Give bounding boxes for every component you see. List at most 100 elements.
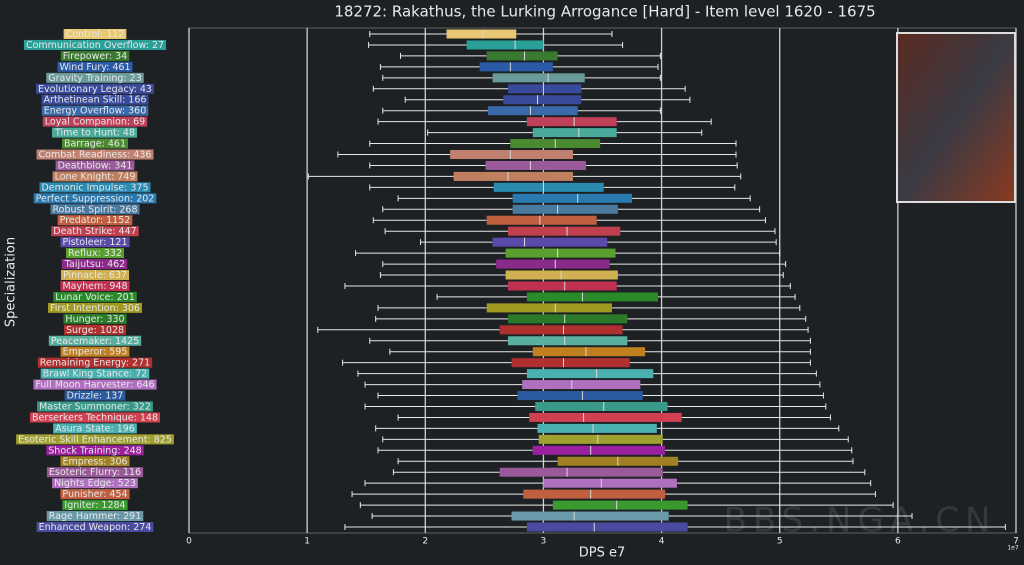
category-label-bg (61, 259, 128, 270)
box (537, 423, 657, 433)
category-label-bg (52, 171, 138, 182)
category-label-bg (60, 50, 130, 61)
category-label-bg (60, 270, 130, 281)
box (499, 467, 663, 477)
category-label: Punisher: 454 (62, 489, 127, 500)
category-label: Time to Hunt: 48 (54, 128, 135, 139)
category-label-bg (16, 434, 174, 445)
box (492, 73, 585, 83)
box (535, 401, 668, 411)
category-label-bg (36, 522, 154, 532)
category-label: Evolutionary Legacy: 43 (38, 84, 152, 95)
box (538, 434, 663, 444)
category-label: Perfect Suppression: 202 (36, 193, 155, 204)
chart-title: 18272: Rakathus, the Lurking Arrogance [… (334, 3, 875, 21)
category-label: Full Moon Harvester: 646 (35, 380, 154, 391)
category-label-bg (40, 368, 150, 379)
category-label-bg (64, 390, 126, 401)
box (511, 511, 669, 521)
x-tick-label: 7 (1013, 537, 1019, 547)
category-label-bg (52, 478, 138, 489)
category-label-bg (46, 511, 144, 522)
y-axis-label: Specialization (4, 237, 19, 327)
category-label: Surge: 1028 (66, 325, 124, 336)
category-label: Firepower: 34 (63, 51, 127, 62)
box (499, 325, 623, 335)
category-label-bg (63, 313, 127, 324)
category-label-bg (46, 467, 144, 478)
category-label: Loyal Companion: 69 (45, 117, 145, 128)
category-label-bg (46, 72, 144, 83)
category-label: Robust Spirit: 268 (52, 204, 137, 215)
category-label-bg (37, 357, 153, 368)
category-label-bg (51, 226, 139, 237)
box (526, 117, 617, 127)
x-tick-label: 6 (895, 537, 901, 547)
category-label-bg (29, 412, 161, 423)
category-label: Control: 112 (66, 29, 125, 40)
category-label: First Intention: 306 (50, 303, 140, 314)
category-label-bg (66, 248, 124, 259)
x-offset-label: 1e7 (1007, 545, 1019, 552)
category-label: Peacemaker: 1425 (51, 336, 139, 347)
box (492, 237, 608, 247)
category-label-bg (57, 61, 133, 72)
box (505, 248, 616, 258)
box (526, 369, 654, 379)
box (526, 522, 688, 532)
category-label-bg (39, 182, 151, 193)
box (529, 412, 682, 422)
category-label-bg (23, 39, 167, 50)
box (512, 193, 633, 203)
category-label-bg (48, 302, 142, 313)
box (485, 160, 586, 170)
category-label: Hunger: 330 (65, 314, 124, 325)
box (512, 204, 618, 214)
box (505, 270, 618, 280)
category-label-bg (41, 94, 149, 105)
category-label: Wind Fury: 461 (59, 62, 130, 73)
category-label-bg (60, 456, 130, 467)
box (496, 259, 610, 269)
box (532, 128, 617, 138)
boss-image (896, 32, 1016, 203)
x-tick-label: 3 (541, 537, 547, 547)
box (486, 303, 612, 313)
category-label: Empress: 306 (62, 456, 127, 467)
box (503, 95, 582, 105)
category-label: Enhanced Weapon: 274 (39, 522, 152, 533)
category-label-bg (63, 324, 127, 335)
category-label-bg (60, 346, 130, 357)
category-label-bg (60, 489, 130, 500)
box (486, 215, 597, 225)
category-label: Combat Readiness: 436 (39, 150, 152, 161)
category-label: Energy Overflow: 360 (44, 106, 147, 117)
category-label: Brawl King Stance: 72 (43, 369, 148, 380)
category-label: Demonic Impulse: 375 (41, 182, 148, 193)
category-label: Shock Training: 248 (48, 445, 141, 456)
box (543, 478, 677, 488)
box (466, 40, 544, 50)
x-tick-label: 5 (777, 537, 783, 547)
box (487, 106, 578, 116)
category-label: Barrage: 461 (64, 139, 126, 150)
category-label: Master Summoner: 322 (39, 401, 151, 412)
category-label-bg (50, 204, 140, 215)
category-label: Reflux: 332 (68, 248, 122, 259)
category-label: Asura State: 196 (55, 423, 135, 434)
category-label: Remaining Energy: 271 (40, 358, 150, 369)
category-label-bg (51, 127, 138, 138)
category-label: Taijutsu: 462 (64, 259, 125, 270)
box (486, 51, 558, 61)
box (522, 380, 641, 390)
box (552, 500, 688, 510)
watermark: BBS.NGA.CN (724, 501, 997, 541)
x-tick-label: 1 (304, 537, 310, 547)
category-label-bg (33, 379, 157, 390)
box (532, 445, 666, 455)
category-label-bg (60, 237, 130, 248)
category-label-bg (36, 83, 154, 94)
category-label: Pinnacle: 637 (63, 270, 127, 281)
category-label: Emperor: 595 (63, 347, 128, 358)
